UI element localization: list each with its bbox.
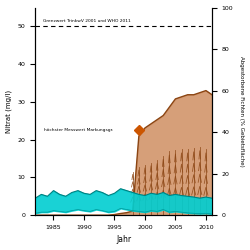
Text: höchster Messwert Markungsgr.: höchster Messwert Markungsgr.	[44, 128, 114, 132]
X-axis label: Jahr: Jahr	[116, 236, 131, 244]
Y-axis label: Abgestorbene Fichten (% Gebietsfläche): Abgestorbene Fichten (% Gebietsfläche)	[240, 56, 244, 167]
Text: Grenzwert TrinkwV 2001 und WHO 2011: Grenzwert TrinkwV 2001 und WHO 2011	[42, 20, 130, 24]
Y-axis label: Nitrat (mg/l): Nitrat (mg/l)	[6, 90, 12, 133]
